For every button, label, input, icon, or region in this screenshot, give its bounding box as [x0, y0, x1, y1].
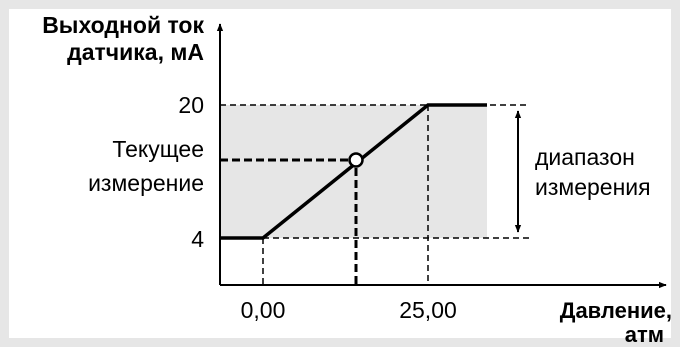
measurement-range-label-line1: диапазон [535, 144, 635, 170]
y-axis-label-line2: датчика, мА [67, 39, 204, 65]
output-characteristic-line [220, 103, 487, 240]
current-measurement-label-line1: Текущее [112, 136, 204, 162]
current-measurement-point [348, 152, 364, 168]
y-tick-label-4: 4 [191, 226, 204, 252]
current-measurement-label-line2: измерение [88, 170, 204, 196]
current-measurement-lines [220, 158, 358, 285]
measurement-range-label-line2: измерения [535, 174, 651, 200]
x-axis-label-line2: атм [625, 322, 664, 347]
guide-lines [220, 104, 530, 285]
x-tick-label-0: 0,00 [241, 297, 286, 323]
x-axis-label-line1: Давление, [560, 298, 672, 323]
y-tick-label-20: 20 [178, 92, 204, 118]
measurement-range-area [220, 105, 487, 238]
x-tick-label-25: 25,00 [399, 297, 457, 323]
y-axis-label-line1: Выходной ток [42, 12, 204, 38]
